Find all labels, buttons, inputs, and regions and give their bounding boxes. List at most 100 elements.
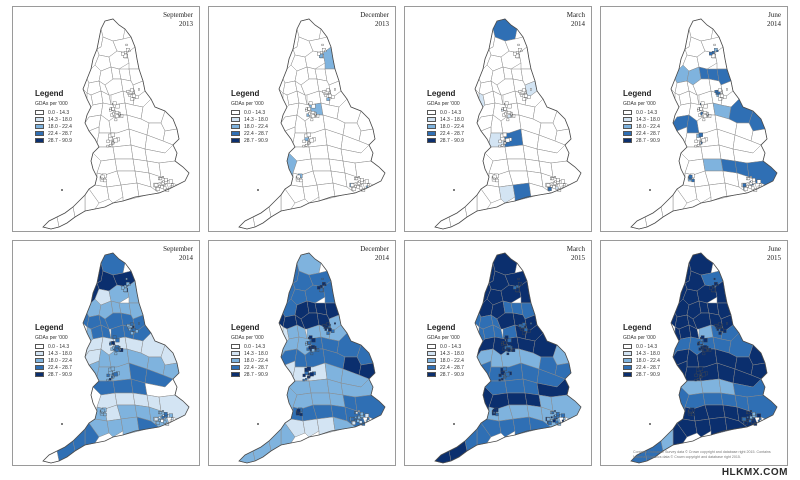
legend-class-label: 28.7 - 90.9 [48,371,72,378]
urban-boundary [311,104,316,109]
legend-row: 14.3 - 18.0 [231,350,301,357]
urban-boundary [513,51,517,56]
urban-boundary [317,51,321,56]
urban-boundary [716,94,720,97]
urban-boundary [334,88,336,91]
urban-boundary [714,48,718,52]
panel-title: March 2015 [567,245,585,263]
urban-boundary [310,352,314,356]
urban-boundary [718,331,722,335]
urban-boundary [161,182,165,185]
legend-class-label: 28.7 - 90.9 [48,137,72,144]
legend-row: 22.4 - 28.7 [427,130,497,137]
legend-title: Legend [623,323,652,332]
urban-boundary [551,411,555,415]
isles-of-scilly-marker [61,189,63,191]
urban-boundary [111,341,115,345]
legend-swatch [427,131,436,136]
legend-class-label: 0.0 - 14.3 [440,343,462,350]
legend-title: Legend [35,89,64,98]
urban-boundary [700,101,705,106]
urban-boundary [106,373,110,377]
ccg-region [112,144,134,160]
isles-of-scilly-marker [649,189,651,191]
urban-boundary [307,375,310,379]
legend-class-label: 28.7 - 90.9 [440,137,464,144]
england-outline [238,18,386,230]
urban-boundary [354,419,357,422]
legend-row: 28.7 - 90.9 [231,137,301,144]
urban-boundary [555,420,559,424]
legend-swatch [427,124,436,129]
urban-boundary [171,183,174,187]
legend-class-label: 18.0 - 22.4 [48,357,72,364]
urban-boundary [302,139,306,143]
urban-boundary [495,412,499,417]
choropleth-map [42,252,190,464]
urban-boundary [759,183,762,187]
isles-of-scilly-marker [61,423,63,425]
legend-row: 18.0 - 22.4 [623,357,693,364]
urban-boundary [297,411,300,414]
legend-class-label: 22.4 - 28.7 [48,364,72,371]
legend-row: 14.3 - 18.0 [623,116,693,123]
urban-boundary [501,144,504,147]
england-outline [630,18,778,230]
urban-boundary [359,186,363,190]
urban-boundary [302,144,305,148]
legend-swatch [231,372,240,377]
urban-boundary [550,419,553,422]
legend-row: 28.7 - 90.9 [231,371,301,378]
urban-boundary [513,285,517,290]
ccg-region [112,378,134,394]
legend-title: Legend [427,89,456,98]
panel-month: March [566,245,585,253]
urban-boundary [498,139,502,143]
urban-boundary [115,104,120,109]
urban-boundary [319,287,324,292]
urban-boundary [155,187,160,191]
urban-boundary [357,176,360,179]
legend-row: 0.0 - 14.3 [35,343,105,350]
legend-swatch [231,365,240,370]
urban-boundary [504,101,509,106]
legend-row: 28.7 - 90.9 [623,371,693,378]
urban-boundary [135,329,139,333]
panel-year: 2015 [571,254,585,262]
legend-swatch [427,372,436,377]
legend-class-label: 18.0 - 22.4 [440,123,464,130]
urban-boundary [556,178,560,182]
urban-boundary [503,138,506,141]
urban-boundary [507,104,512,109]
urban-boundary [311,338,316,343]
legend-swatch [35,131,44,136]
urban-boundary [159,177,163,181]
urban-boundary [495,178,499,183]
urban-boundary [701,372,706,377]
urban-boundary [503,375,506,379]
ccg-region [252,440,272,462]
ccg-region [120,416,140,436]
urban-boundary [720,93,724,98]
urban-boundary [113,138,118,143]
legend-swatch [427,358,436,363]
urban-boundary [331,329,335,333]
urban-boundary [321,43,324,46]
urban-boundary [520,283,523,286]
urban-boundary [357,410,360,413]
legend-class-label: 18.0 - 22.4 [636,123,660,130]
urban-boundary [128,94,132,97]
urban-boundary [164,412,168,416]
urban-boundary [718,88,722,93]
legend-swatch [35,344,44,349]
ccg-region [316,416,336,436]
urban-boundary [121,285,125,290]
ccg-region [316,182,336,202]
urban-boundary [518,282,522,286]
panel-year: 2014 [767,20,781,28]
urban-boundary [123,53,128,58]
urban-boundary [356,419,360,423]
ccg-region [106,184,124,204]
urban-boundary [169,185,172,188]
urban-boundary [522,88,526,93]
